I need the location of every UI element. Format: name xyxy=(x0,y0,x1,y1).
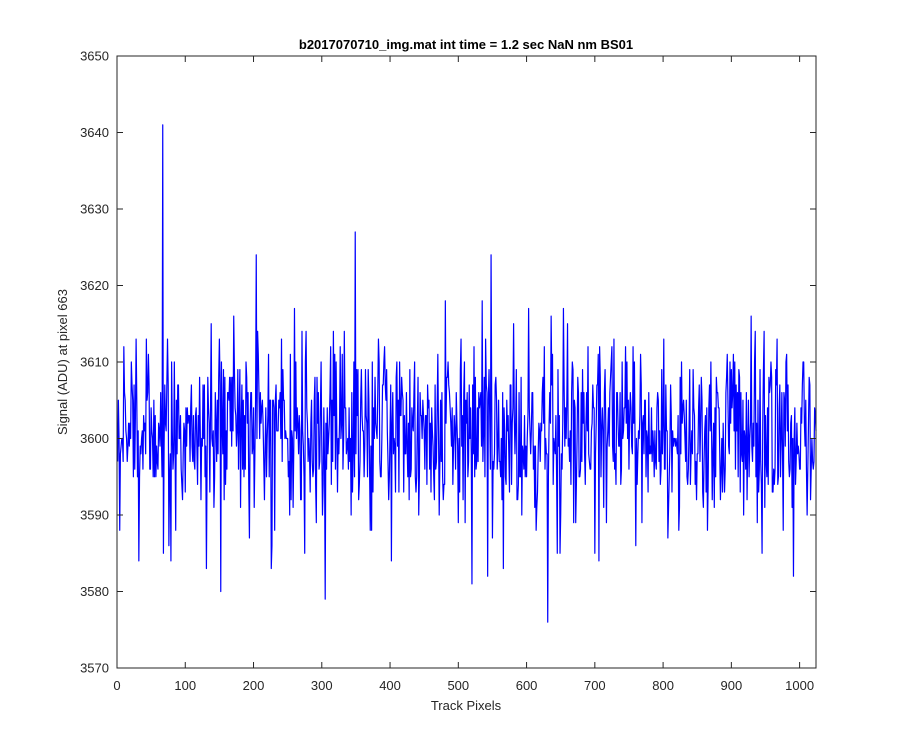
x-tick-label: 900 xyxy=(721,678,743,693)
y-tick-label: 3600 xyxy=(80,431,109,446)
y-tick-label: 3570 xyxy=(80,661,109,676)
x-tick-label: 800 xyxy=(652,678,674,693)
y-tick-label: 3580 xyxy=(80,584,109,599)
x-tick-label: 0 xyxy=(113,678,120,693)
y-tick-label: 3610 xyxy=(80,355,109,370)
plot-area xyxy=(116,55,817,669)
x-axis: 0 100 200 300 400 500 600 700 800 900 1000 xyxy=(113,56,814,693)
x-tick-label: 1000 xyxy=(785,678,814,693)
y-axis-label: Signal (ADU) at pixel 663 xyxy=(55,289,70,435)
y-tick-label: 3640 xyxy=(80,125,109,140)
y-tick-label: 3620 xyxy=(80,278,109,293)
x-tick-label: 100 xyxy=(174,678,196,693)
x-tick-label: 300 xyxy=(311,678,333,693)
x-tick-label: 200 xyxy=(243,678,265,693)
x-tick-label: 700 xyxy=(584,678,606,693)
y-tick-label: 3630 xyxy=(80,202,109,217)
x-tick-label: 600 xyxy=(516,678,538,693)
x-tick-label: 500 xyxy=(447,678,469,693)
chart-title: b2017070710_img.mat int time = 1.2 sec N… xyxy=(299,37,633,52)
x-axis-label: Track Pixels xyxy=(431,698,502,713)
series-line xyxy=(117,124,817,623)
y-tick-label: 3650 xyxy=(80,49,109,64)
y-axis: 3570 3580 3590 3600 3610 3620 3630 3640 3650 xyxy=(80,49,816,676)
y-tick-label: 3590 xyxy=(80,508,109,523)
x-tick-label: 400 xyxy=(379,678,401,693)
